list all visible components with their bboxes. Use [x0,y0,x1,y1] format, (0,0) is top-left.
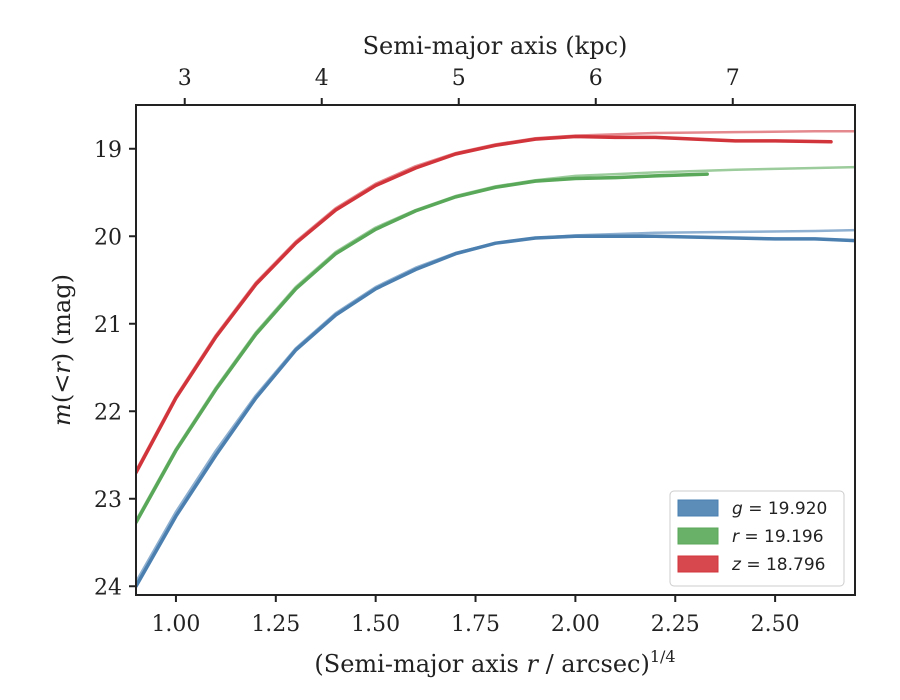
series-model-line-r [136,165,855,522]
y-tick-label: 23 [94,488,122,513]
y-tick-label: 20 [94,225,122,250]
y-tick-label: 19 [94,138,122,163]
legend-swatch-g [677,499,719,517]
series-line-g [136,234,855,588]
legend-swatch-z [677,555,719,573]
legend-label-g: g = 19.920 [732,499,827,519]
series-layer [136,130,855,588]
series-line-z [136,134,833,475]
x-axis-title-post: / arcsec) [538,650,650,678]
y-tick-label: 24 [94,575,122,600]
x-tick-label: 1.00 [151,612,200,637]
x-tick-label: 1.25 [251,612,300,637]
legend-label-z: z = 18.796 [731,555,825,575]
legend-swatch-r [677,527,719,545]
top-tick-label: 4 [315,66,329,91]
x-tick-label: 2.00 [551,612,600,637]
y-axis-title-var: m [48,403,76,426]
y-axis-title-post: ) (mag) [48,274,76,362]
legend-value: = 19.920 [743,499,828,519]
y-tick-label: 22 [94,400,122,425]
top-tick-label: 7 [726,66,740,91]
y-axis-title-var2: r [48,361,76,374]
tick-layer: 1.00 1.25 1.50 1.75 2.00 2.25 2.50 19 20 21 22 23 24… [94,66,800,637]
top-tick-label: 6 [589,66,603,91]
top-tick-label: 5 [452,66,466,91]
legend-value: = 19.196 [739,527,824,547]
legend-var: z [731,555,742,575]
y-axis-title: m(<r) (mag) [48,274,76,426]
legend-label-r: r = 19.196 [732,527,824,547]
x-tick-label: 2.25 [651,612,700,637]
x-tick-label: 1.75 [451,612,500,637]
plot-frame [135,104,856,596]
legend-value: = 18.796 [741,555,826,575]
x-tick-label: 2.50 [751,612,800,637]
x-axis-title-exp: 1/4 [650,647,676,666]
y-axis-title-mid: (< [48,374,76,403]
series-line-r [136,172,709,525]
x-axis-title-var: r [526,650,539,678]
x-axis-title-pre: (Semi-major axis [314,650,526,678]
x-tick-label: 1.50 [351,612,400,637]
legend-var: g [732,499,743,519]
x-axis-title: (Semi-major axis r / arcsec)1/4 [314,647,675,678]
top-tick-label: 3 [178,66,192,91]
legend-var: r [732,527,740,547]
y-tick-label: 21 [94,313,122,338]
top-axis-title: Semi-major axis (kpc) [363,32,628,60]
